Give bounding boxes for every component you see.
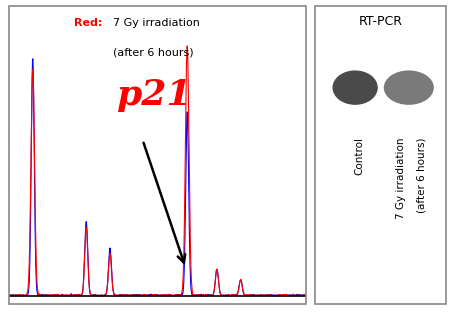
Ellipse shape bbox=[333, 70, 378, 105]
Text: p21: p21 bbox=[116, 78, 191, 112]
Text: 7 Gy irradiation: 7 Gy irradiation bbox=[396, 137, 406, 218]
Text: 7 Gy irradiation: 7 Gy irradiation bbox=[113, 18, 200, 28]
Text: Red:: Red: bbox=[74, 18, 103, 28]
Ellipse shape bbox=[384, 70, 434, 105]
Text: (after 6 hours): (after 6 hours) bbox=[417, 137, 427, 213]
Text: Control: Control bbox=[354, 137, 364, 175]
Text: RT-PCR: RT-PCR bbox=[358, 15, 402, 28]
Text: (after 6 hours): (after 6 hours) bbox=[113, 48, 194, 58]
